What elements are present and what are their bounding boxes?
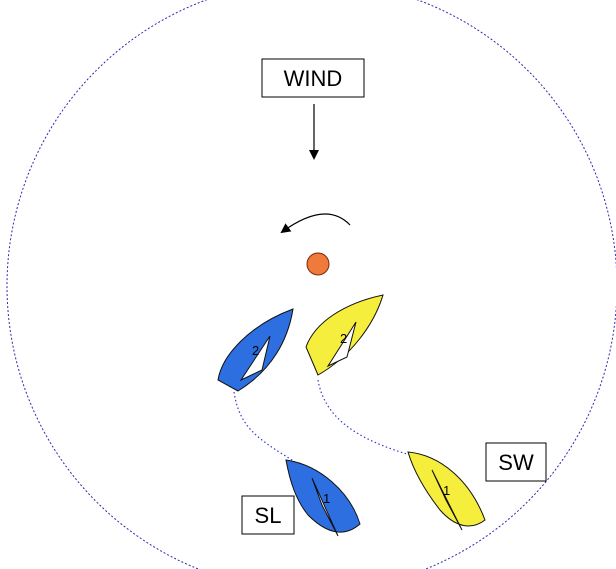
sl-label-box: SL [241, 495, 295, 535]
wind-label-box: WIND [261, 58, 365, 98]
sw-label-box: SW [485, 442, 547, 482]
mark-circle-icon [306, 252, 330, 276]
blue-boat-track [233, 391, 301, 466]
yellow-boat-track [317, 379, 411, 456]
sl-label: SL [255, 503, 282, 528]
rotation-curved-arrow-icon [280, 213, 351, 234]
yellow-boat-1-number: 1 [443, 483, 450, 498]
zone-circle [6, 0, 616, 569]
blue-boat-1-number: 1 [323, 491, 330, 506]
yellow-boat-position-1: 1 [407, 451, 486, 531]
blue-boat-position-2: 2 [217, 308, 294, 392]
blue-boat-2-number: 2 [252, 343, 259, 358]
wind-label: WIND [284, 66, 343, 91]
blue-boat-position-1: 1 [285, 459, 361, 537]
yellow-boat-2-number: 2 [340, 331, 347, 346]
sw-label: SW [498, 450, 534, 475]
yellow-boat-position-2: 2 [305, 294, 384, 376]
